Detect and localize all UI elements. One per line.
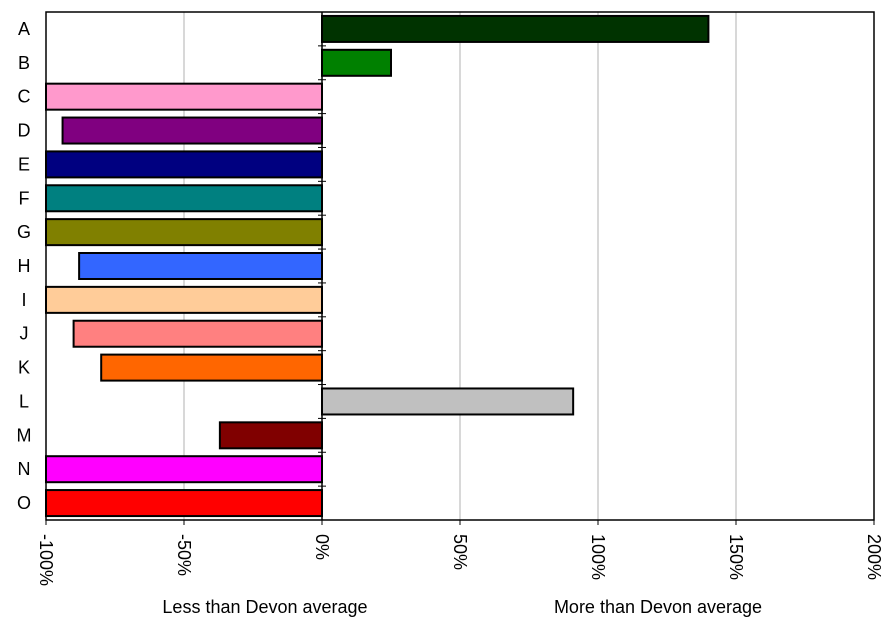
x-tick-label-2: 0% bbox=[312, 534, 332, 560]
bar-M bbox=[218, 421, 324, 450]
category-label-O: O bbox=[17, 493, 31, 513]
axes bbox=[45, 11, 875, 525]
category-label-C: C bbox=[18, 87, 31, 107]
x-tick-label-0: -100% bbox=[36, 534, 56, 586]
x-tick-label-5: 150% bbox=[726, 534, 746, 580]
x-tick-label-6: 200% bbox=[864, 534, 884, 580]
bar-C bbox=[45, 82, 323, 111]
category-label-K: K bbox=[18, 358, 30, 378]
less-than-average-label: Less than Devon average bbox=[162, 597, 367, 617]
category-label-H: H bbox=[18, 256, 31, 276]
category-label-B: B bbox=[18, 53, 30, 73]
bar-K bbox=[100, 353, 323, 382]
bar-I bbox=[45, 285, 323, 314]
category-label-D: D bbox=[18, 121, 31, 141]
bar-G bbox=[45, 218, 323, 247]
category-label-M: M bbox=[17, 425, 32, 445]
category-label-G: G bbox=[17, 222, 31, 242]
category-label-N: N bbox=[18, 459, 31, 479]
bar-J bbox=[72, 319, 323, 348]
category-label-I: I bbox=[21, 290, 26, 310]
category-label-F: F bbox=[19, 188, 30, 208]
category-label-L: L bbox=[19, 391, 29, 411]
bar-L bbox=[321, 387, 575, 416]
bar-F bbox=[45, 184, 323, 213]
category-label-J: J bbox=[20, 324, 29, 344]
more-than-average-label: More than Devon average bbox=[554, 597, 762, 617]
bar-O bbox=[45, 489, 323, 518]
bar-E bbox=[45, 150, 323, 179]
x-tick-label-3: 50% bbox=[450, 534, 470, 570]
category-label-A: A bbox=[18, 19, 30, 39]
bar-N bbox=[45, 455, 323, 484]
x-tick-label-1: -50% bbox=[174, 534, 194, 576]
bar-A bbox=[321, 14, 710, 43]
bar-B bbox=[321, 48, 392, 77]
category-label-E: E bbox=[18, 154, 30, 174]
x-tick-label-4: 100% bbox=[588, 534, 608, 580]
bar-D bbox=[61, 116, 324, 145]
bars bbox=[45, 14, 710, 518]
bar-H bbox=[78, 252, 324, 280]
